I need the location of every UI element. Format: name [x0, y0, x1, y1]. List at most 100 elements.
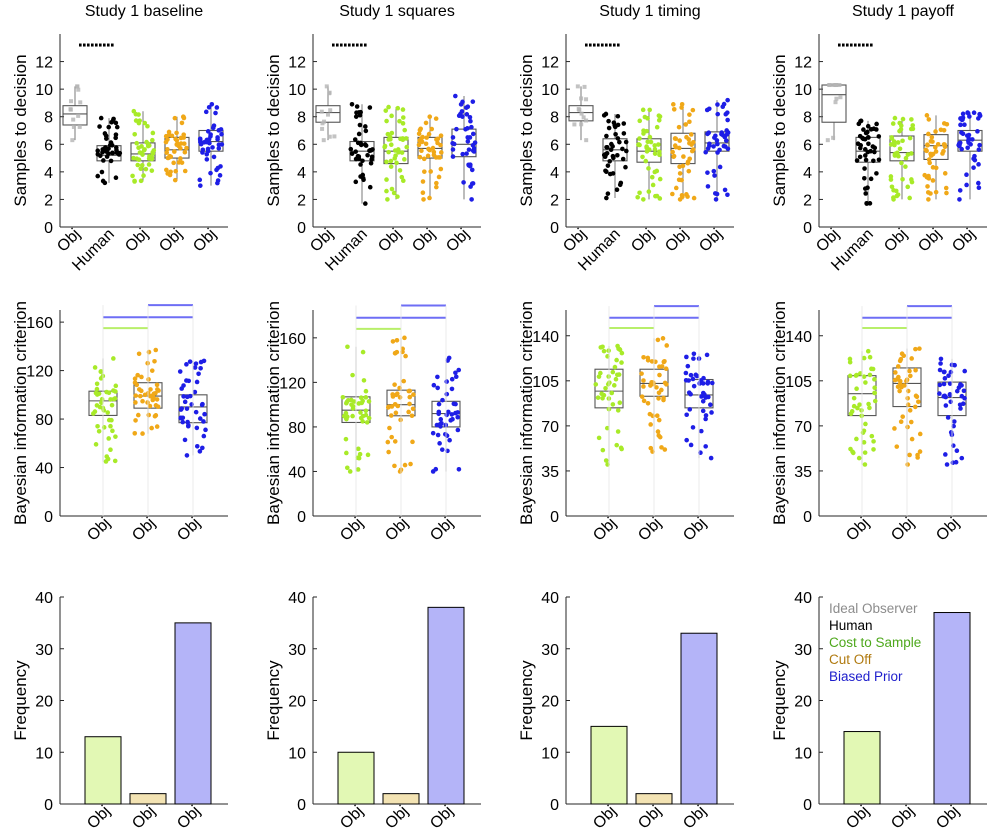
- bic-2-point: [947, 381, 953, 386]
- bic-0-point: [596, 374, 602, 379]
- bic-1-point: [912, 404, 918, 410]
- bic-1-point: [896, 374, 901, 380]
- legend-entry: Human: [829, 618, 873, 633]
- samples-3-point: [435, 136, 441, 142]
- samples-2-point: [397, 168, 403, 173]
- samples-4-point: [216, 146, 222, 151]
- bic-2-point: [958, 406, 963, 411]
- samples-2-point: [657, 196, 663, 201]
- bic-0-point: [347, 469, 353, 474]
- samples-4-point: [198, 183, 203, 188]
- samples-0-point: [76, 87, 81, 92]
- samples-0-point: [577, 107, 582, 112]
- bic-1-point: [656, 433, 662, 438]
- bic-1-point: [895, 364, 901, 369]
- samples-3-point: [172, 177, 178, 183]
- samples-3-point: [922, 172, 928, 178]
- bic-1-point: [657, 364, 662, 370]
- samples-2-point: [404, 144, 410, 150]
- bic-1-point: [146, 412, 152, 418]
- legend-entry: Ideal Observer: [829, 601, 918, 616]
- bic-0-point: [862, 462, 868, 467]
- bic-0-point: [598, 345, 604, 350]
- bic-2-point: [449, 386, 455, 392]
- bic-1-point: [389, 434, 394, 440]
- frequency-bar: [843, 731, 881, 805]
- samples-4-point: [205, 129, 211, 134]
- bic-2-point: [449, 376, 455, 382]
- samples-4-point: [204, 157, 210, 162]
- bic-0-point: [356, 446, 361, 452]
- freq-y-axis-label: Frequency: [770, 660, 789, 741]
- bic-1-point: [913, 367, 918, 373]
- samples-2-point: [652, 151, 658, 156]
- samples-2-point: [145, 123, 150, 129]
- bic-2-point: [442, 432, 448, 437]
- samples-y-tick-label: 4: [297, 165, 306, 182]
- samples-4-point: [711, 168, 717, 174]
- bic-2-point: [179, 406, 185, 411]
- samples-1-point: [358, 162, 363, 167]
- bic-1-point: [648, 445, 654, 451]
- samples-1-point: [623, 164, 628, 170]
- samples-1-point: [874, 121, 879, 127]
- samples-2-point: [892, 151, 898, 157]
- samples-2-point: [891, 195, 896, 200]
- samples-2-point: [897, 146, 903, 152]
- samples-2-point: [907, 195, 912, 201]
- bic-1-point: [154, 424, 160, 429]
- samples-4-point: [970, 137, 975, 142]
- samples-2-point: [657, 114, 663, 119]
- samples-2-point: [895, 140, 901, 145]
- bic-0-point: [615, 429, 621, 434]
- samples-3-point: [423, 141, 429, 147]
- samples-3-point: [182, 168, 188, 174]
- samples-3-point: [930, 178, 936, 183]
- samples-y-tick-label: 2: [297, 192, 306, 209]
- samples-1-point: [604, 145, 609, 150]
- bic-2-point: [699, 428, 704, 434]
- bic-1-point: [660, 336, 666, 341]
- chart-title: Study 1 timing: [599, 3, 700, 20]
- bic-0-point: [861, 440, 867, 445]
- samples-4-point: [972, 157, 978, 163]
- freq-y-tick-label: 30: [35, 642, 53, 659]
- ideal-marker-dot: [613, 43, 616, 47]
- bic-y-tick-label: 140: [532, 329, 559, 346]
- bic-0-point: [872, 398, 878, 404]
- samples-4-point: [968, 142, 973, 147]
- bic-0-point: [108, 397, 113, 402]
- samples-y-tick-label: 2: [803, 192, 812, 209]
- samples-2-point: [888, 174, 894, 179]
- samples-2-point: [900, 116, 906, 122]
- bic-0-point: [94, 381, 100, 387]
- ideal-marker-dot: [91, 43, 94, 47]
- samples-3-point: [174, 130, 179, 136]
- samples-3-point: [683, 122, 689, 127]
- samples-1-point: [610, 171, 616, 176]
- samples-3-point: [686, 168, 692, 174]
- samples-1-point: [113, 175, 119, 181]
- samples-1-point: [615, 122, 621, 128]
- bic-0-point: [619, 350, 625, 356]
- samples-1-point: [601, 113, 607, 118]
- samples-4-point: [209, 102, 215, 107]
- samples-2-point: [889, 184, 895, 190]
- freq-y-tick-label: 20: [35, 694, 53, 711]
- samples-3-point: [436, 174, 442, 180]
- bic-1-point: [897, 358, 903, 364]
- samples-3-point: [438, 150, 444, 155]
- samples-2-point: [637, 118, 643, 124]
- samples-2-point: [641, 197, 646, 202]
- samples-y-axis-label: Samples to decision: [517, 54, 536, 206]
- samples-2-point: [636, 142, 642, 147]
- bic-2-point: [962, 395, 967, 401]
- samples-2-point: [138, 166, 144, 172]
- freq-y-tick-label: 40: [794, 590, 812, 607]
- samples-0-point: [833, 100, 838, 105]
- bic-1-point: [905, 395, 910, 401]
- samples-4-point: [965, 138, 971, 143]
- bic-0-point: [861, 355, 867, 361]
- samples-1-point: [870, 144, 876, 149]
- samples-2-point: [900, 176, 905, 182]
